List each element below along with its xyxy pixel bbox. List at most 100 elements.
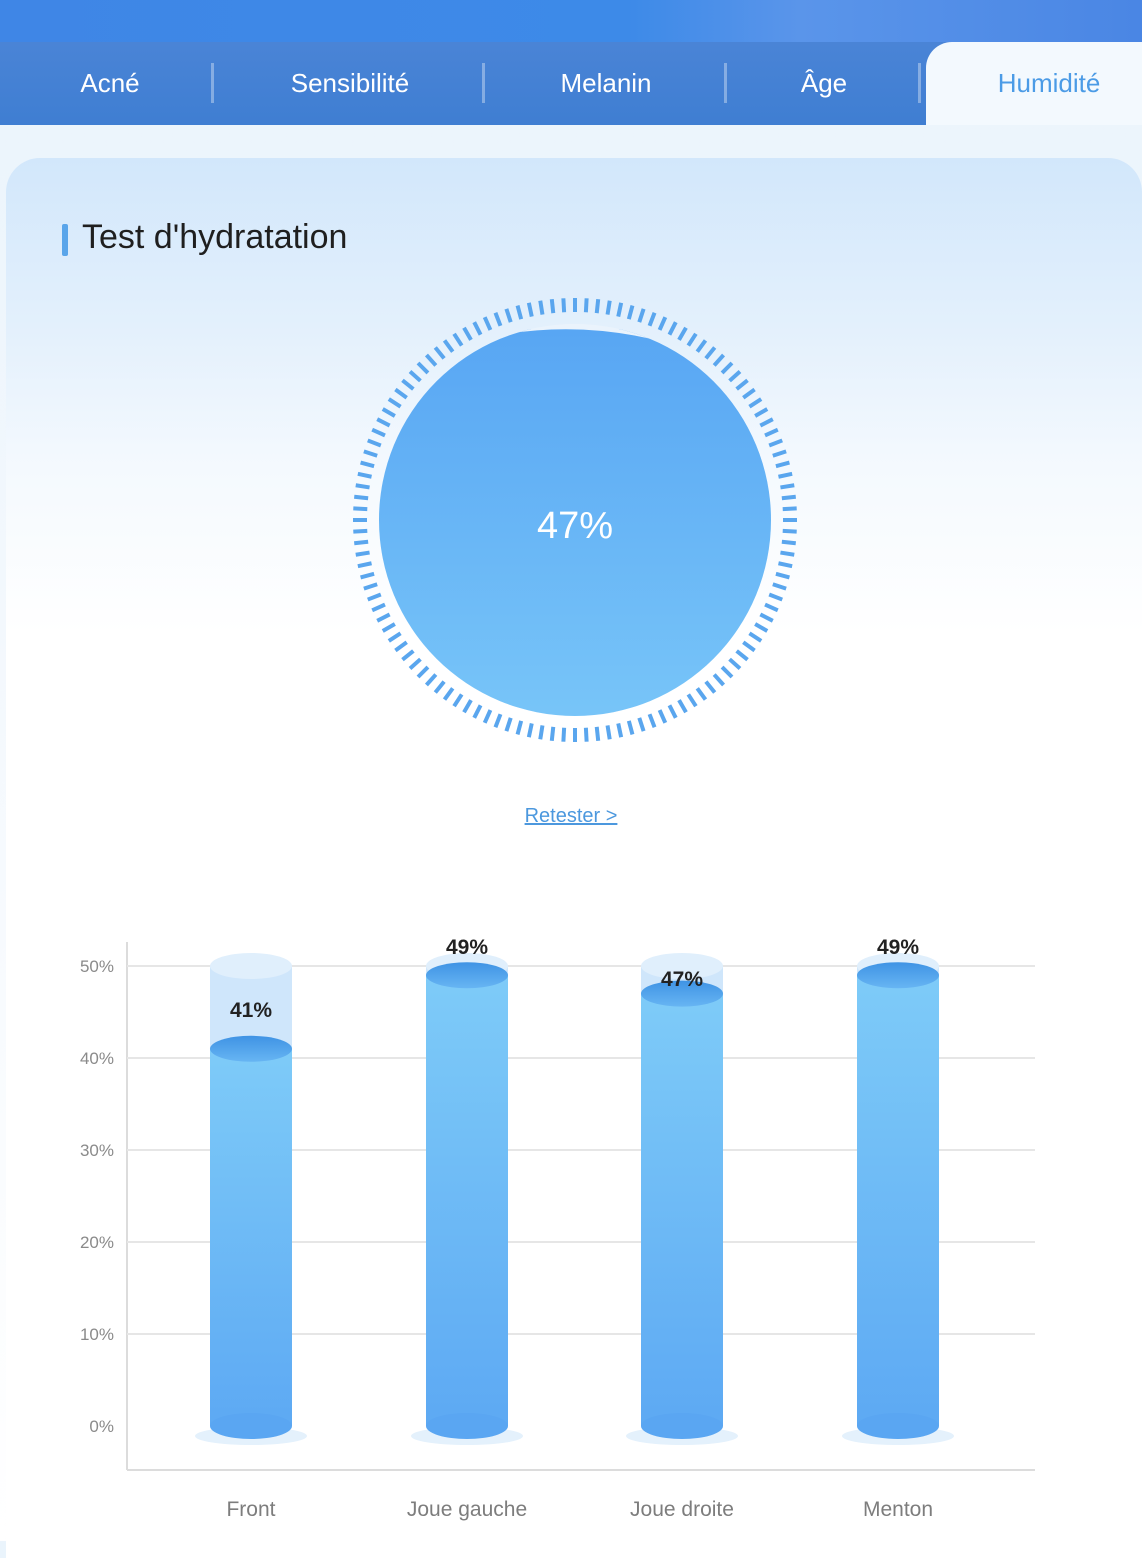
- gauge-tick: [735, 378, 749, 391]
- gauge-tick: [647, 312, 657, 327]
- gauge-tick: [394, 640, 408, 653]
- zone-hydration-chart: 0% 10% 20% 30% 40% 50% 41% Front 49% Joue gauche 4…: [80, 936, 1035, 1521]
- gauge-tick: [462, 699, 473, 714]
- gauge-tick: [637, 308, 646, 323]
- tab-age[interactable]: Âge: [800, 68, 848, 98]
- bar-value-label: 49%: [446, 936, 488, 959]
- bar: [426, 975, 508, 1426]
- tab-melanin[interactable]: Melanin: [560, 68, 652, 98]
- gauge-tick: [472, 321, 483, 336]
- gauge-tick: [482, 316, 493, 331]
- gauge-tick: [561, 727, 567, 742]
- bar-tube-cap: [210, 953, 292, 979]
- status-strip: [0, 0, 1142, 42]
- gauge-tick: [353, 528, 368, 534]
- gauge-tick: [416, 665, 430, 679]
- gauge-tick: [728, 657, 742, 671]
- bar-tube-cap: [641, 953, 723, 979]
- gauge-tick: [594, 299, 601, 314]
- gauge-tick: [782, 506, 797, 512]
- gauge-tick: [357, 561, 372, 569]
- bar-value-label: 47%: [661, 968, 703, 991]
- gauge-tick: [778, 561, 793, 569]
- gauge-tick: [424, 673, 438, 687]
- gauge-tick: [538, 725, 545, 740]
- bar: [210, 1048, 292, 1426]
- gauge-tick: [748, 631, 763, 643]
- gauge-tick: [764, 427, 779, 438]
- hydration-value: 47%: [536, 505, 614, 547]
- gauge-fill: [379, 329, 771, 716]
- gauge-tick: [775, 571, 790, 580]
- gauge-tick: [357, 471, 372, 479]
- gauge-tick: [504, 308, 513, 323]
- gauge-tick: [772, 449, 787, 458]
- bar-bottom: [857, 1413, 939, 1439]
- gauge-tick: [433, 346, 446, 360]
- gauge-tick: [355, 483, 370, 490]
- gauge-tick: [712, 353, 726, 367]
- gauge-tick: [778, 471, 793, 479]
- title-accent-bar: [62, 224, 68, 256]
- gauge-tick: [387, 631, 402, 643]
- gauge-tick: [605, 725, 612, 740]
- gauge-tick: [768, 438, 783, 448]
- gauge-tick: [354, 494, 369, 501]
- gauge-tick: [526, 302, 534, 317]
- gauge-tick: [720, 361, 734, 375]
- y-tick-label: 50%: [80, 957, 114, 976]
- gauge-tick: [493, 713, 503, 728]
- gauge-tick: [728, 369, 742, 383]
- bar: [641, 993, 723, 1426]
- gauge-tick: [780, 483, 795, 490]
- gauge-tick: [549, 299, 556, 314]
- gauge-tick: [515, 305, 524, 320]
- bar-cap: [210, 1035, 292, 1062]
- gauge-tick: [360, 460, 375, 469]
- gauge-tick: [626, 720, 635, 735]
- gauge-tick: [677, 699, 688, 714]
- bar-value-label: 49%: [877, 936, 919, 959]
- gauge-tick: [616, 723, 624, 738]
- y-tick-label: 20%: [80, 1233, 114, 1252]
- gauge-tick: [759, 417, 774, 428]
- gauge-tick: [583, 727, 589, 742]
- bar-cap: [641, 980, 723, 1007]
- gauge-tick: [704, 346, 717, 360]
- gauge-tick: [775, 460, 790, 469]
- category-label: Joue gauche: [407, 1498, 527, 1521]
- gauge-tick: [371, 427, 386, 438]
- gauge-tick: [442, 339, 455, 353]
- gauge-tick: [401, 649, 415, 662]
- category-label: Front: [226, 1498, 275, 1521]
- retest-link[interactable]: Retester >: [524, 805, 618, 827]
- gauge-tick: [742, 640, 756, 653]
- gauge-tick: [462, 326, 473, 341]
- tab-separator: [918, 63, 921, 103]
- gauge-tick: [376, 612, 391, 623]
- tab-acne[interactable]: Acné: [80, 68, 140, 98]
- gauge-tick: [515, 720, 524, 735]
- gauge-tick: [504, 717, 513, 732]
- tab-sensibilite[interactable]: Sensibilité: [290, 68, 410, 98]
- gauge-tick: [360, 571, 375, 580]
- gauge-tick: [667, 321, 678, 336]
- bar: [857, 975, 939, 1426]
- gauge-tick: [686, 693, 698, 708]
- gauge-tick: [616, 302, 624, 317]
- gauge-tick: [387, 397, 402, 409]
- y-tick-label: 0%: [89, 1417, 114, 1436]
- gauge-tick: [526, 723, 534, 738]
- gauge-tick: [493, 312, 503, 327]
- gauge-tick: [549, 726, 556, 741]
- gauge-tick: [394, 387, 408, 400]
- tab-humidite[interactable]: Humidité: [926, 42, 1142, 125]
- gauge-tick: [754, 407, 769, 418]
- gauge-tick: [782, 528, 797, 534]
- tab-separator: [482, 63, 485, 103]
- gauge-tick: [759, 612, 774, 623]
- gauge-tick: [472, 704, 483, 719]
- gauge-tick: [354, 539, 369, 546]
- gauge-tick: [704, 680, 717, 694]
- gauge-tick: [695, 687, 708, 701]
